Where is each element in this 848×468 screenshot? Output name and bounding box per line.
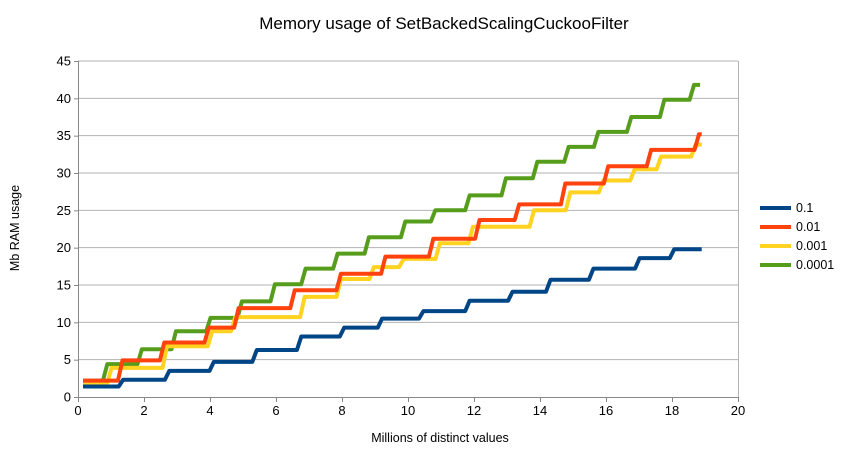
legend-swatch-line — [760, 205, 791, 210]
x-tick-label-14: 14 — [533, 403, 547, 418]
x-tick-label-6: 6 — [272, 403, 279, 418]
y-tick-label-15: 15 — [57, 277, 71, 292]
x-tick-label-18: 18 — [665, 403, 679, 418]
legend: 0.1 0.01 0.001 0.0001 — [760, 198, 834, 274]
x-tick-label-10: 10 — [401, 403, 415, 418]
y-tick-label-5: 5 — [64, 352, 71, 367]
series-line-0.0001 — [83, 82, 701, 383]
x-tick-label-4: 4 — [206, 403, 213, 418]
chart-title: Memory usage of SetBackedScalingCuckooFi… — [259, 14, 629, 33]
legend-label: 0.01 — [796, 219, 821, 234]
legend-item-0.01: 0.01 — [760, 217, 834, 236]
legend-label: 0.0001 — [796, 257, 835, 272]
y-tick-label-25: 25 — [57, 203, 71, 218]
legend-swatch-line — [760, 224, 791, 229]
legend-swatch-line — [760, 262, 791, 267]
y-tick-label-0: 0 — [64, 390, 71, 405]
x-tick-label-0: 0 — [74, 403, 81, 418]
y-tick-label-10: 10 — [57, 315, 71, 330]
x-tick-label-20: 20 — [731, 403, 745, 418]
y-tick-label-40: 40 — [57, 91, 71, 106]
x-axis-title: Millions of distinct values — [371, 431, 509, 445]
y-tick-label-30: 30 — [57, 165, 71, 180]
series-line-0.001 — [83, 142, 702, 386]
legend-swatch-line — [760, 243, 791, 248]
legend-item-0.1: 0.1 — [760, 198, 834, 217]
legend-item-0.0001: 0.0001 — [760, 255, 834, 274]
legend-label: 0.001 — [796, 238, 828, 253]
legend-label: 0.1 — [796, 200, 814, 215]
legend-item-0.001: 0.001 — [760, 236, 834, 255]
x-tick-label-2: 2 — [140, 403, 147, 418]
series-line-0.01 — [83, 132, 702, 383]
series-line-0.1 — [83, 247, 702, 389]
y-tick-label-35: 35 — [57, 128, 71, 143]
y-tick-label-45: 45 — [57, 53, 71, 68]
y-tick-label-20: 20 — [57, 240, 71, 255]
x-tick-label-8: 8 — [338, 403, 345, 418]
x-tick-label-12: 12 — [467, 403, 481, 418]
x-tick-label-16: 16 — [599, 403, 613, 418]
